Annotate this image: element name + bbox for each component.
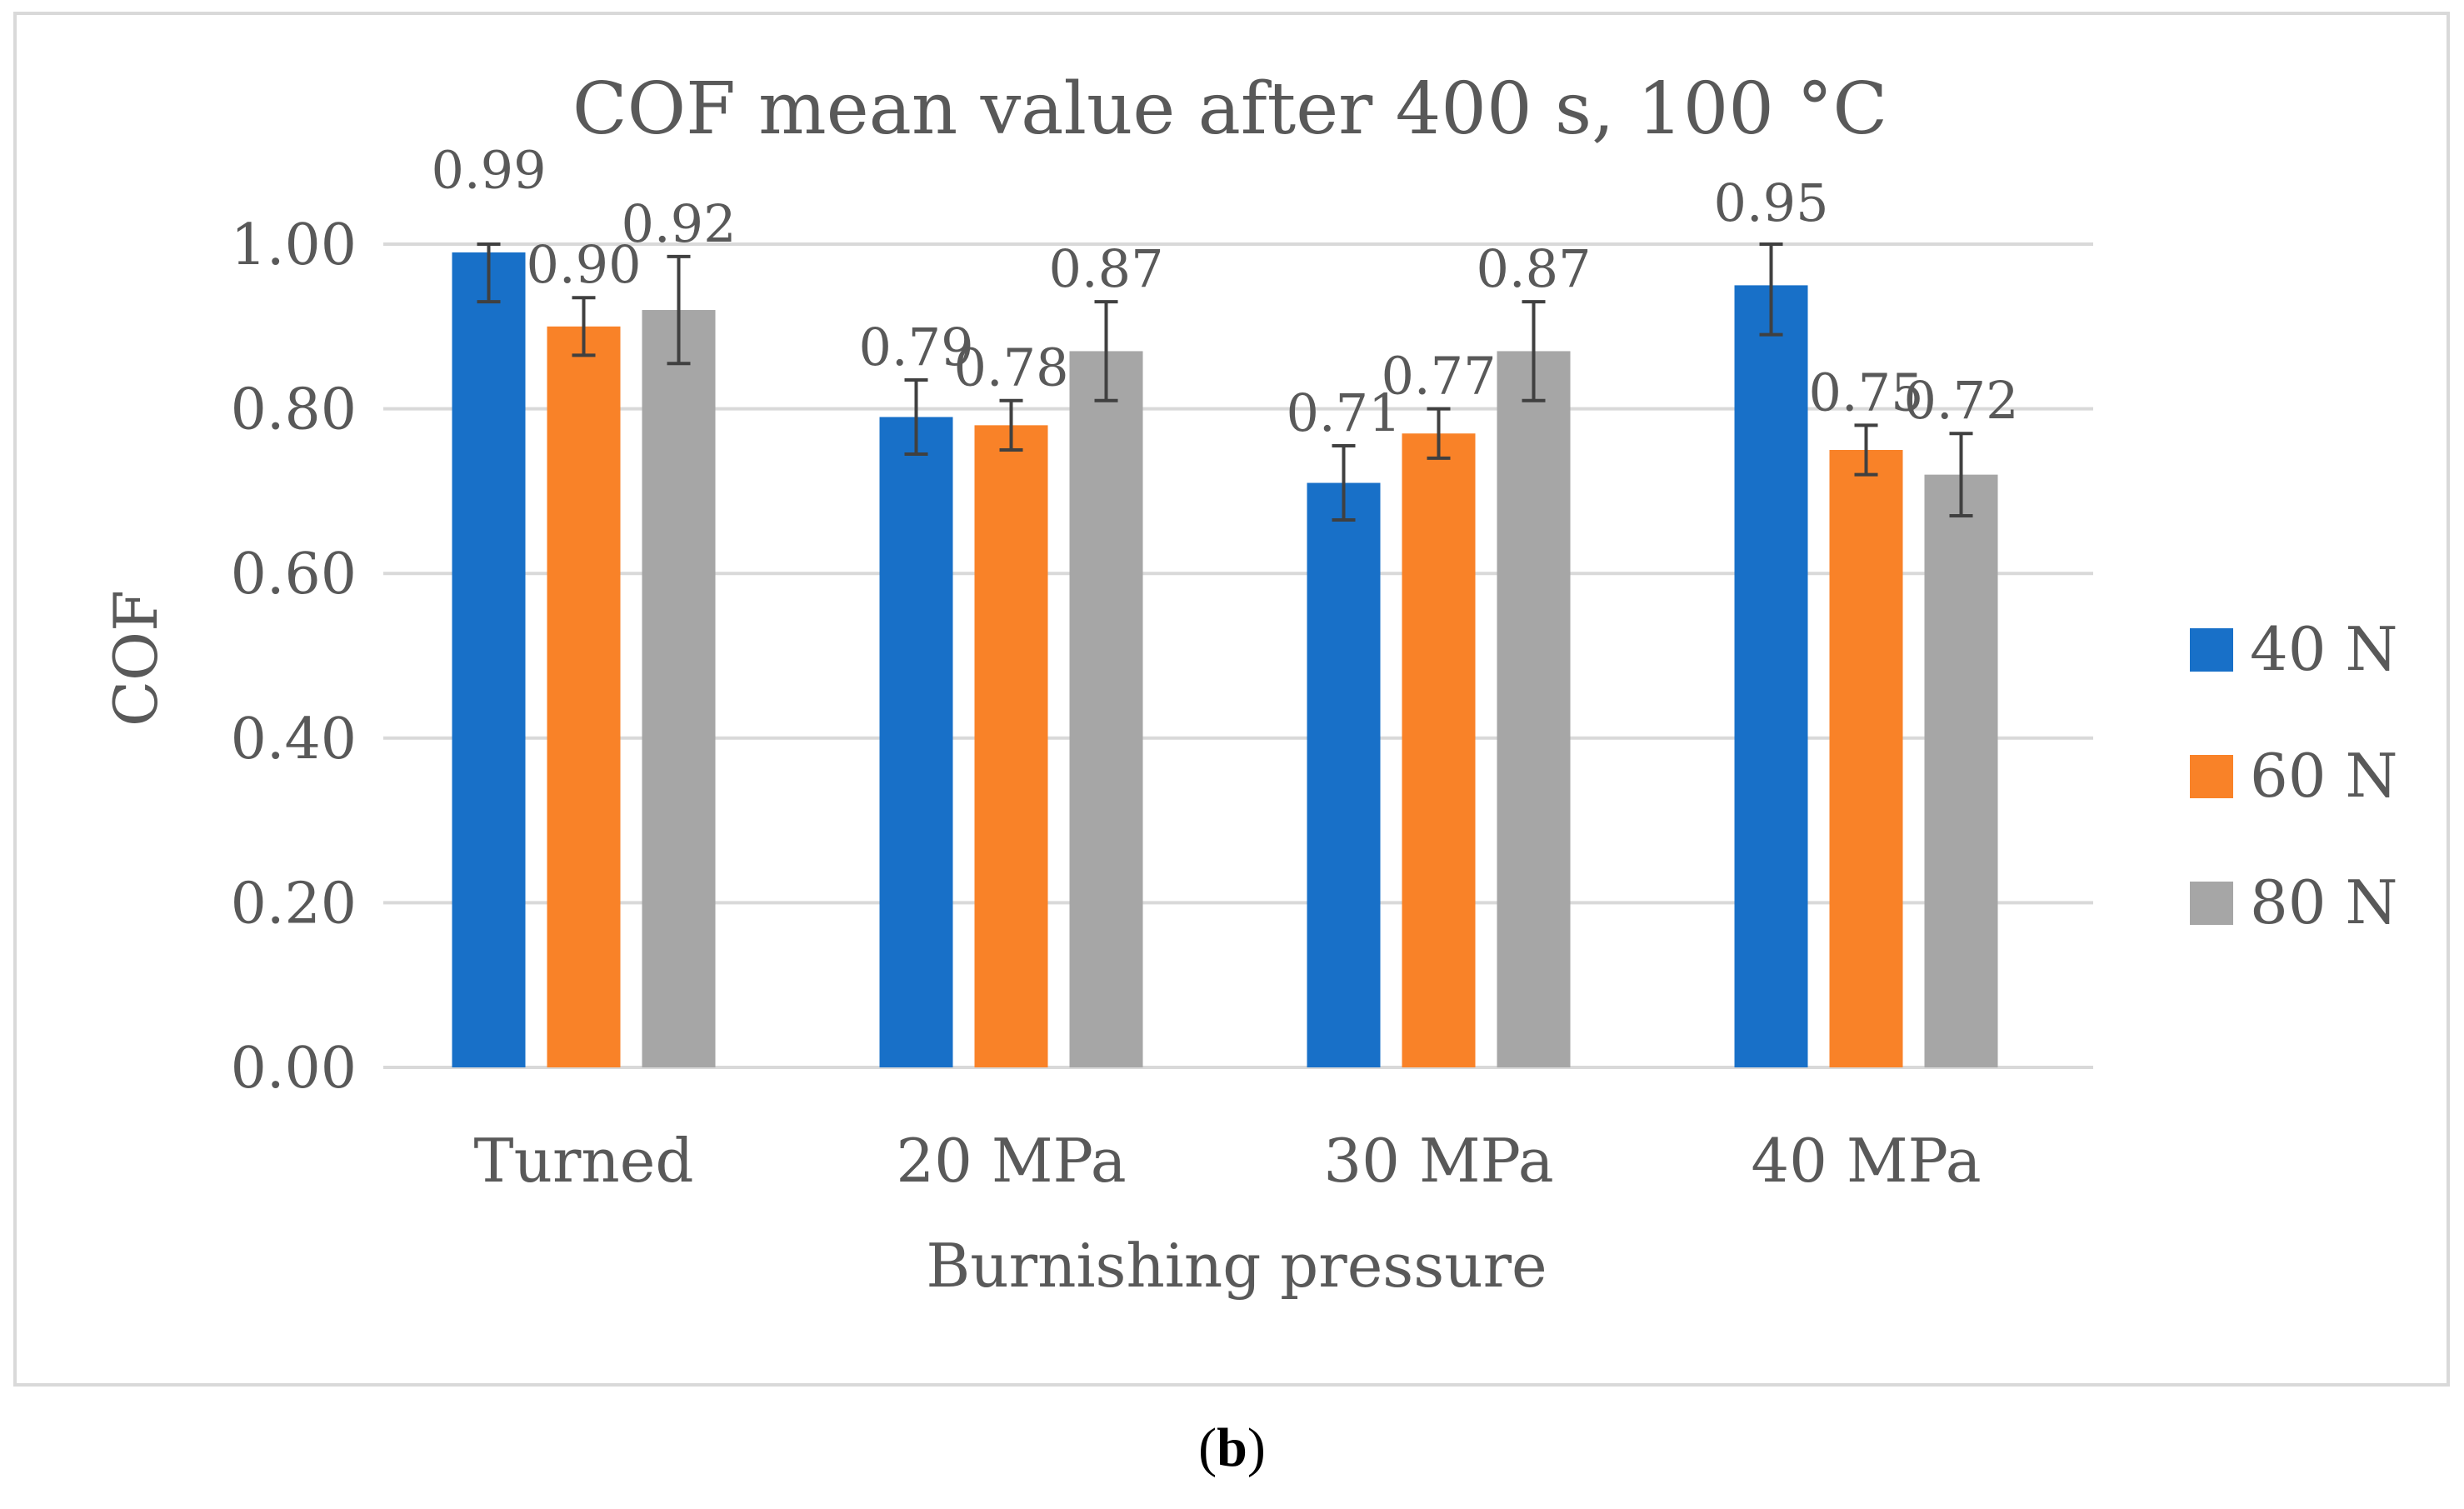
data-label: 0.77: [1381, 346, 1496, 407]
bar: [1924, 474, 1998, 1067]
data-label: 0.95: [1713, 172, 1828, 233]
bar: [642, 310, 716, 1067]
y-axis-label: COF: [101, 590, 171, 727]
bar: [1402, 433, 1476, 1067]
data-label: 0.75: [1808, 362, 1923, 422]
chart-frame: [13, 12, 2450, 1387]
figure-caption: (b): [0, 1417, 2464, 1480]
x-axis-ticks: Turned 20 MPa 30 MPa 40 MPa: [474, 1126, 1982, 1196]
legend-swatch: [2190, 628, 2233, 672]
y-tick-label: 0.20: [231, 871, 357, 937]
data-label: 0.87: [1476, 238, 1591, 299]
bar: [879, 417, 953, 1068]
legend-label: 40 N: [2250, 614, 2398, 684]
data-label: 0.78: [953, 337, 1068, 398]
legend-label: 80 N: [2250, 867, 2398, 937]
legend-label: 60 N: [2250, 741, 2398, 811]
y-tick-label: 0.80: [231, 377, 357, 443]
data-label: 0.92: [621, 193, 736, 254]
bar: [1307, 482, 1381, 1067]
bar: [1734, 285, 1808, 1067]
caption-letter: b: [1217, 1417, 1247, 1478]
x-tick-label: 30 MPa: [1323, 1126, 1553, 1196]
data-label: 0.90: [526, 234, 641, 295]
error-bars: [477, 242, 1973, 522]
data-label: 0.72: [1903, 370, 2018, 431]
chart-title: COF mean value after 400 s, 100 °C: [572, 67, 1887, 151]
data-labels: 0.99 0.900.92 0.790.78 0.87 0.710.77 0.87 0.95…: [431, 140, 2018, 443]
caption-open: (: [1198, 1417, 1217, 1478]
bar: [1069, 351, 1143, 1067]
bar: [547, 326, 621, 1067]
data-label: 0.99: [431, 140, 546, 201]
bar: [974, 425, 1048, 1067]
legend-swatch: [2190, 882, 2233, 925]
legend: 40 N 60 N 80 N: [2190, 614, 2398, 937]
caption-close: ): [1247, 1417, 1266, 1478]
y-axis-ticks: 0.00 0.20 0.40 0.60 0.80 1.00: [231, 212, 357, 1102]
y-tick-label: 0.00: [231, 1036, 357, 1102]
bar: [1829, 450, 1903, 1067]
y-tick-label: 0.60: [231, 542, 357, 607]
y-tick-label: 0.40: [231, 707, 357, 772]
legend-swatch: [2190, 755, 2233, 798]
cof-bar-chart: COF mean value after 400 s, 100 °C 0.000…: [101, 67, 2398, 1301]
data-label: 0.79: [858, 317, 973, 377]
x-tick-label: 40 MPa: [1751, 1126, 1981, 1196]
bars: [452, 252, 1998, 1068]
y-tick-label: 1.00: [231, 212, 357, 278]
bar: [452, 252, 526, 1067]
x-tick-label: Turned: [474, 1126, 694, 1196]
data-label: 0.87: [1048, 238, 1163, 299]
data-label: 0.71: [1286, 382, 1401, 443]
x-axis-label: Burnishing pressure: [926, 1231, 1547, 1301]
bar: [1497, 351, 1571, 1067]
x-tick-label: 20 MPa: [896, 1126, 1126, 1196]
